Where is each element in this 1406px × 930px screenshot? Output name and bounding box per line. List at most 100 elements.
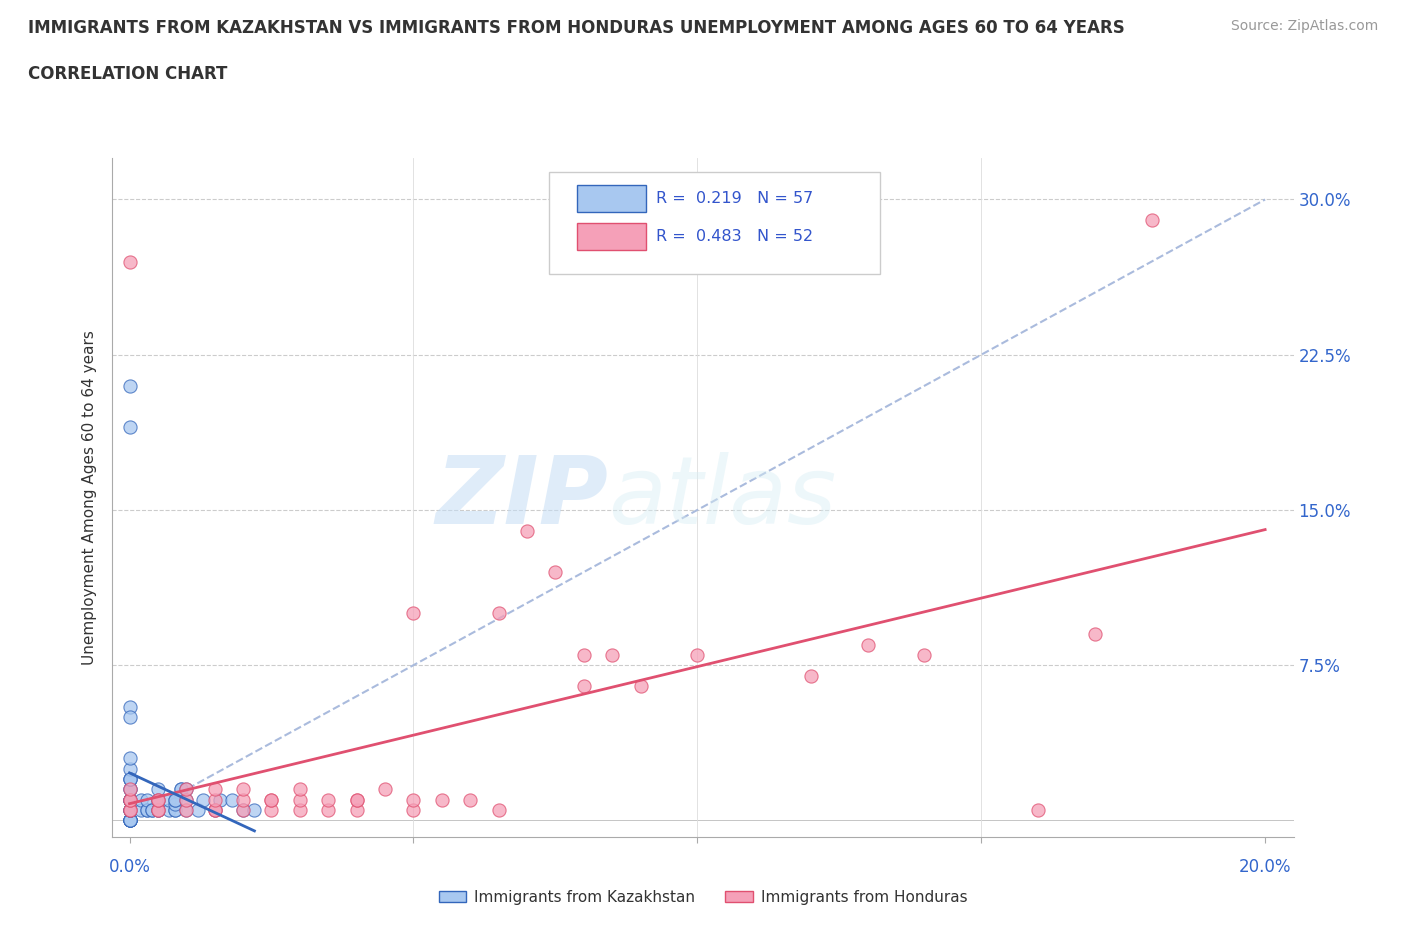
Point — [174, 803, 197, 817]
Point — [169, 782, 191, 797]
Point — [118, 772, 141, 787]
Point — [141, 803, 163, 817]
Point — [193, 792, 215, 807]
Point — [135, 803, 157, 817]
Text: R =  0.219   N = 57: R = 0.219 N = 57 — [655, 192, 813, 206]
Point — [686, 647, 709, 662]
Point — [118, 710, 141, 724]
FancyBboxPatch shape — [550, 172, 880, 273]
Point — [260, 792, 283, 807]
Point — [118, 803, 141, 817]
Point — [174, 792, 197, 807]
Point — [157, 792, 180, 807]
Point — [163, 792, 186, 807]
Point — [174, 792, 197, 807]
Point — [187, 803, 209, 817]
Point — [204, 792, 226, 807]
Point — [204, 803, 226, 817]
Point — [204, 803, 226, 817]
Point — [118, 792, 141, 807]
Point — [488, 606, 510, 621]
Point — [118, 803, 141, 817]
Text: R =  0.483   N = 52: R = 0.483 N = 52 — [655, 229, 813, 244]
Point — [572, 647, 595, 662]
Point — [118, 792, 141, 807]
Point — [630, 679, 652, 694]
Point — [346, 792, 368, 807]
Point — [402, 606, 425, 621]
Point — [118, 379, 141, 393]
Point — [346, 792, 368, 807]
Point — [288, 782, 311, 797]
Point — [572, 679, 595, 694]
Point — [488, 803, 510, 817]
Point — [118, 782, 141, 797]
Point — [221, 792, 243, 807]
Point — [232, 803, 254, 817]
Point — [118, 772, 141, 787]
Point — [118, 419, 141, 434]
Point — [118, 813, 141, 828]
Point — [118, 782, 141, 797]
Point — [118, 803, 141, 817]
Text: Source: ZipAtlas.com: Source: ZipAtlas.com — [1230, 19, 1378, 33]
Point — [402, 792, 425, 807]
Y-axis label: Unemployment Among Ages 60 to 64 years: Unemployment Among Ages 60 to 64 years — [82, 330, 97, 665]
Point — [146, 792, 169, 807]
Point — [118, 762, 141, 777]
Point — [118, 803, 141, 817]
Point — [118, 813, 141, 828]
Point — [118, 813, 141, 828]
Point — [118, 772, 141, 787]
Point — [174, 782, 197, 797]
Point — [204, 782, 226, 797]
Point — [232, 803, 254, 817]
Point — [146, 792, 169, 807]
Point — [243, 803, 266, 817]
Point — [163, 792, 186, 807]
Point — [118, 699, 141, 714]
Text: 0.0%: 0.0% — [108, 857, 150, 876]
Point — [118, 813, 141, 828]
Point — [129, 792, 152, 807]
Point — [288, 792, 311, 807]
Text: ZIP: ZIP — [436, 452, 609, 543]
Point — [157, 803, 180, 817]
Point — [1140, 213, 1163, 228]
Point — [135, 792, 157, 807]
Point — [118, 751, 141, 765]
Point — [118, 803, 141, 817]
Point — [163, 803, 186, 817]
Point — [118, 792, 141, 807]
Point — [374, 782, 396, 797]
Point — [146, 803, 169, 817]
Text: atlas: atlas — [609, 452, 837, 543]
Point — [856, 637, 879, 652]
FancyBboxPatch shape — [576, 185, 647, 212]
Point — [1084, 627, 1107, 642]
Point — [118, 792, 141, 807]
Point — [430, 792, 453, 807]
Point — [118, 813, 141, 828]
Point — [346, 803, 368, 817]
Point — [800, 668, 823, 683]
Point — [129, 803, 152, 817]
Point — [146, 782, 169, 797]
Text: CORRELATION CHART: CORRELATION CHART — [28, 65, 228, 83]
Point — [204, 803, 226, 817]
Point — [169, 782, 191, 797]
Point — [146, 803, 169, 817]
Point — [232, 792, 254, 807]
Point — [146, 792, 169, 807]
Point — [146, 803, 169, 817]
Point — [544, 565, 567, 579]
Point — [118, 782, 141, 797]
Point — [516, 524, 538, 538]
Point — [260, 803, 283, 817]
Point — [118, 792, 141, 807]
Point — [914, 647, 936, 662]
Point — [458, 792, 481, 807]
Point — [118, 792, 141, 807]
Point — [163, 796, 186, 811]
Point — [146, 803, 169, 817]
